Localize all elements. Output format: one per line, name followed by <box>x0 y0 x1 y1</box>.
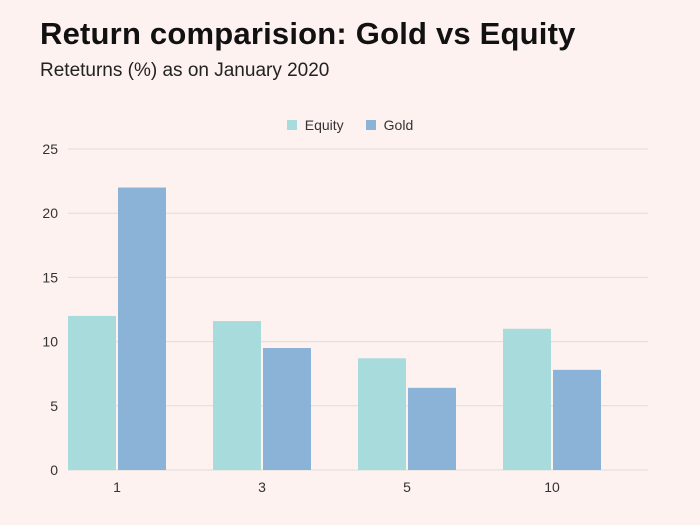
y-tick-label: 15 <box>42 269 58 285</box>
y-tick-label: 25 <box>42 141 58 157</box>
y-tick-label: 10 <box>42 334 58 350</box>
bar-gold-10 <box>553 369 601 470</box>
y-tick-label: 5 <box>50 398 58 414</box>
bar-equity-10 <box>503 328 551 470</box>
bar-equity-1 <box>68 315 116 470</box>
bar-equity-5 <box>358 358 406 470</box>
legend-swatch-gold <box>365 120 376 130</box>
bar-gold-3 <box>263 348 311 470</box>
chart-subtitle: Reteturns (%) as on January 2020 <box>40 60 330 81</box>
x-tick-label: 3 <box>258 479 266 495</box>
legend-item-gold[interactable]: Gold <box>365 117 414 133</box>
x-tick-label: 10 <box>544 479 560 495</box>
legend: Equity Gold <box>0 117 700 133</box>
bar-gold-1 <box>118 187 166 470</box>
y-tick-label: 20 <box>42 205 58 221</box>
legend-label-gold: Gold <box>383 117 414 133</box>
legend-swatch-equity <box>286 120 297 130</box>
chart-title: Return comparision: Gold vs Equity <box>40 16 576 51</box>
bar-equity-3 <box>213 321 261 470</box>
legend-label-equity: Equity <box>304 117 344 133</box>
x-tick-label: 1 <box>113 479 121 495</box>
y-tick-label: 0 <box>50 462 58 478</box>
legend-item-equity[interactable]: Equity <box>286 117 344 133</box>
bar-gold-5 <box>408 387 456 470</box>
x-tick-label: 5 <box>403 479 411 495</box>
